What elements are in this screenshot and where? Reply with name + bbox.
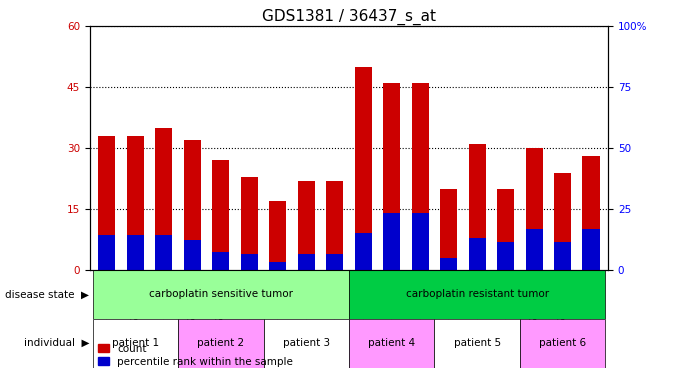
Bar (383, 213, 400, 270)
Bar (326, 254, 343, 270)
Text: patient 5: patient 5 (453, 338, 501, 348)
Bar (440, 189, 457, 270)
Bar (240, 177, 258, 270)
Text: disease state  ▶: disease state ▶ (6, 290, 89, 299)
FancyBboxPatch shape (349, 319, 435, 368)
FancyBboxPatch shape (178, 319, 263, 368)
Bar (127, 236, 144, 270)
Bar (155, 128, 173, 270)
Bar (240, 254, 258, 270)
FancyBboxPatch shape (93, 270, 349, 319)
Text: patient 1: patient 1 (112, 338, 159, 348)
Bar (583, 230, 600, 270)
Bar (298, 254, 315, 270)
Bar (269, 262, 286, 270)
Bar (326, 181, 343, 270)
Bar (212, 252, 229, 270)
Bar (184, 240, 201, 270)
Text: patient 3: patient 3 (283, 338, 330, 348)
Text: individual  ▶: individual ▶ (23, 338, 89, 348)
Bar (497, 189, 514, 270)
FancyBboxPatch shape (263, 319, 349, 368)
Text: patient 4: patient 4 (368, 338, 415, 348)
Bar (525, 230, 542, 270)
Bar (497, 242, 514, 270)
Bar (525, 148, 542, 270)
FancyBboxPatch shape (520, 319, 605, 368)
Bar (412, 83, 428, 270)
FancyBboxPatch shape (349, 270, 605, 319)
Legend: count, percentile rank within the sample: count, percentile rank within the sample (95, 340, 296, 370)
Bar (554, 242, 571, 270)
Bar (412, 213, 428, 270)
Bar (583, 156, 600, 270)
Bar (354, 233, 372, 270)
Bar (212, 160, 229, 270)
Bar (383, 83, 400, 270)
Text: carboplatin sensitive tumor: carboplatin sensitive tumor (149, 290, 293, 299)
Bar (98, 236, 115, 270)
Bar (298, 181, 315, 270)
Bar (468, 237, 486, 270)
Bar (440, 258, 457, 270)
Title: GDS1381 / 36437_s_at: GDS1381 / 36437_s_at (262, 9, 436, 25)
Text: patient 2: patient 2 (197, 338, 245, 348)
Bar (468, 144, 486, 270)
Bar (184, 140, 201, 270)
FancyBboxPatch shape (93, 319, 178, 368)
Text: carboplatin resistant tumor: carboplatin resistant tumor (406, 290, 549, 299)
FancyBboxPatch shape (435, 319, 520, 368)
Bar (155, 236, 173, 270)
Bar (98, 136, 115, 270)
Bar (127, 136, 144, 270)
Bar (269, 201, 286, 270)
Bar (354, 67, 372, 270)
Text: patient 6: patient 6 (539, 338, 586, 348)
Bar (554, 172, 571, 270)
